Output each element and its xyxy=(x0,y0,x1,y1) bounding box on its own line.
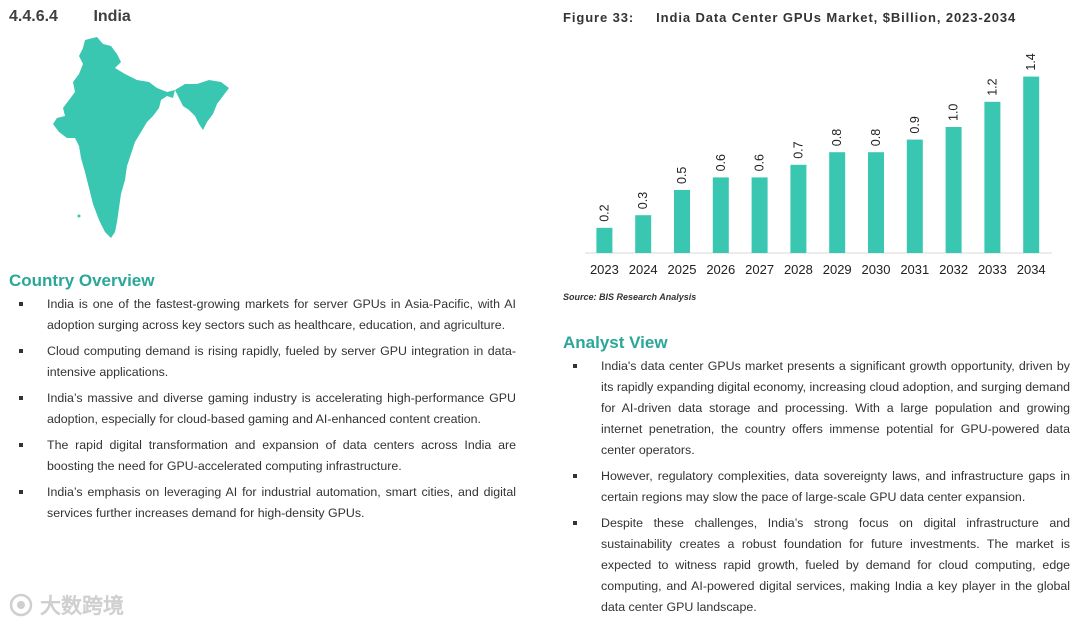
data-label-2025: 0.5 xyxy=(675,167,689,184)
section-title: India xyxy=(93,8,131,25)
bar-2034 xyxy=(1023,76,1040,253)
figure-label: Figure 33: xyxy=(563,10,635,25)
bar-2029 xyxy=(829,152,846,253)
watermark-text: 大数跨境 xyxy=(40,595,124,618)
section-heading: 4.4.6.4 India xyxy=(9,8,131,26)
list-item: India’s emphasis on leveraging AI for in… xyxy=(9,482,516,524)
list-item: However, regulatory complexities, data s… xyxy=(563,466,1070,508)
bar-2030 xyxy=(868,152,884,253)
x-tick-label-2024: 2024 xyxy=(629,262,658,277)
figure-title: Figure 33: India Data Center GPUs Market,… xyxy=(563,10,1016,25)
data-label-2033: 1.2 xyxy=(985,78,999,95)
bar-2026 xyxy=(712,177,729,253)
x-tick-label-2027: 2027 xyxy=(745,262,774,277)
figure-title-text: India Data Center GPUs Market, $Billion,… xyxy=(656,10,1017,25)
bar-2027 xyxy=(751,177,768,253)
bar-2032 xyxy=(945,127,962,253)
data-label-2029: 0.8 xyxy=(830,129,844,146)
bar-2023 xyxy=(596,227,613,253)
list-item: India is one of the fastest-growing mark… xyxy=(9,294,516,336)
section-number: 4.4.6.4 xyxy=(9,8,58,25)
x-tick-label-2033: 2033 xyxy=(978,262,1007,277)
list-item: The rapid digital transformation and exp… xyxy=(9,435,516,477)
watermark: 大数跨境 xyxy=(8,590,124,620)
data-label-2032: 1.0 xyxy=(947,104,961,121)
data-label-2027: 0.6 xyxy=(753,154,767,171)
bar-2033 xyxy=(984,101,1001,253)
india-mainland-shape xyxy=(53,37,175,238)
data-label-2030: 0.8 xyxy=(869,129,883,146)
x-tick-label-2029: 2029 xyxy=(823,262,852,277)
bar-2025 xyxy=(674,190,690,253)
analyst-view-heading: Analyst View xyxy=(563,333,668,352)
bar-chart: 0.2 2023 0.3 2024 0.5 2025 0.6 2026 0.6 2027 0.7 20… xyxy=(585,53,1052,277)
x-tick-label-2031: 2031 xyxy=(900,262,929,277)
list-item: India’s massive and diverse gaming indus… xyxy=(9,388,516,430)
x-tick-label-2028: 2028 xyxy=(784,262,813,277)
bar-2024 xyxy=(635,215,652,253)
bar-2028 xyxy=(790,164,807,253)
india-map-icon xyxy=(53,37,229,238)
watermark-logo-icon xyxy=(9,593,33,617)
list-item: Cloud computing demand is rising rapidly… xyxy=(9,341,516,383)
island-dot xyxy=(77,214,81,218)
x-tick-label-2030: 2030 xyxy=(862,262,891,277)
country-overview-heading: Country Overview xyxy=(9,271,155,290)
figure-source: Source: BIS Research Analysis xyxy=(563,292,697,302)
x-tick-label-2026: 2026 xyxy=(706,262,735,277)
data-label-2034: 1.4 xyxy=(1024,53,1038,70)
data-label-2031: 0.9 xyxy=(908,116,922,133)
list-item: India's data center GPUs market presents… xyxy=(563,356,1070,461)
x-tick-label-2023: 2023 xyxy=(590,262,619,277)
india-northeast-shape xyxy=(175,80,229,130)
country-overview-list: India is one of the fastest-growing mark… xyxy=(9,294,516,529)
x-tick-label-2032: 2032 xyxy=(939,262,968,277)
list-item: Despite these challenges, India’s strong… xyxy=(563,513,1070,618)
x-tick-label-2025: 2025 xyxy=(668,262,697,277)
x-tick-label-2034: 2034 xyxy=(1017,262,1046,277)
data-label-2026: 0.6 xyxy=(714,154,728,171)
analyst-view-list: India's data center GPUs market presents… xyxy=(563,356,1070,623)
data-label-2024: 0.3 xyxy=(636,192,650,209)
data-label-2028: 0.7 xyxy=(791,141,805,158)
data-label-2023: 0.2 xyxy=(597,204,611,221)
bar-2031 xyxy=(906,139,923,253)
